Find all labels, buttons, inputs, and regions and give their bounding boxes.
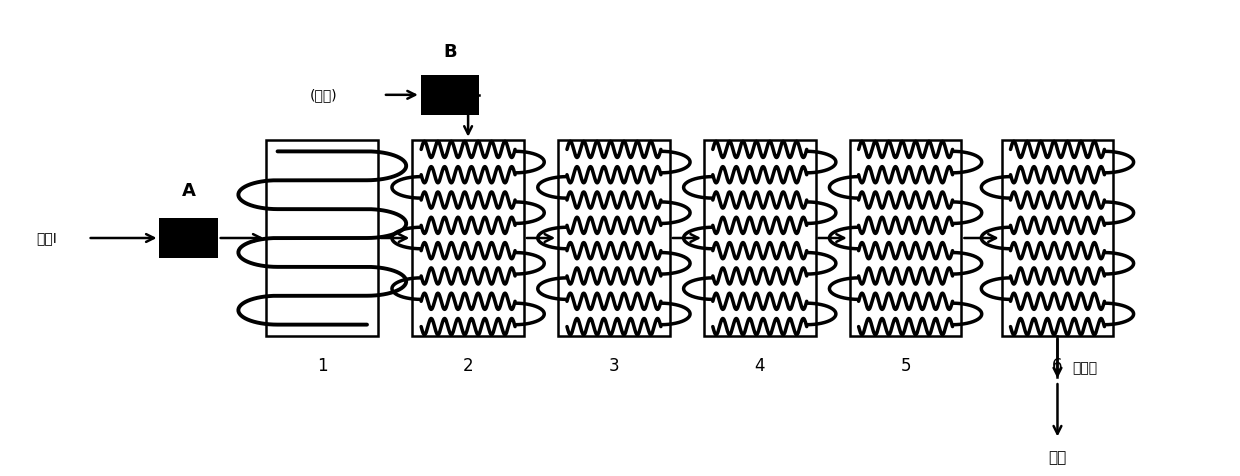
Text: 4: 4	[754, 357, 765, 375]
Text: 1: 1	[317, 357, 327, 375]
Text: B: B	[443, 43, 456, 61]
Bar	[160, 218, 218, 258]
Bar	[558, 139, 670, 337]
Text: 3: 3	[609, 357, 619, 375]
Text: (氯气): (氯气)	[310, 88, 337, 102]
Bar	[849, 139, 961, 337]
Text: 后处理: 后处理	[1073, 361, 1097, 375]
Text: A: A	[182, 182, 196, 200]
Bar	[267, 139, 378, 337]
Text: 物料I: 物料I	[37, 231, 57, 245]
Bar	[412, 139, 525, 337]
Text: 2: 2	[463, 357, 474, 375]
Bar	[420, 75, 479, 115]
Text: 5: 5	[900, 357, 911, 375]
Bar	[1002, 139, 1114, 337]
Text: 6: 6	[1053, 357, 1063, 375]
Text: 产品: 产品	[1048, 450, 1066, 466]
Bar	[704, 139, 816, 337]
